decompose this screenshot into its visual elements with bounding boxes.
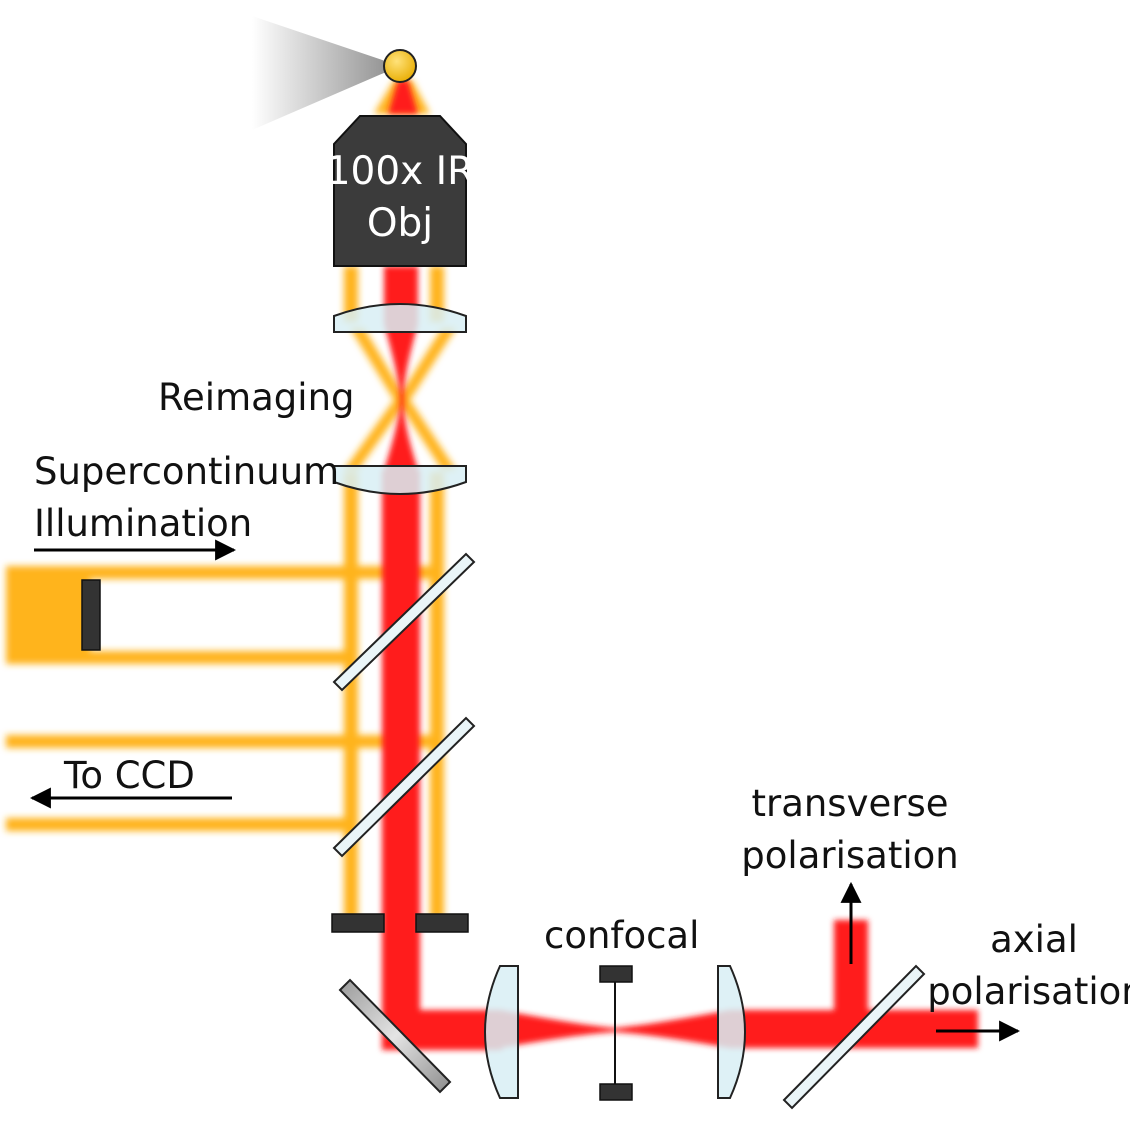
illumination-lower-rail <box>6 651 358 664</box>
reimaging-lens-top <box>333 303 467 333</box>
laser-waist <box>384 324 418 470</box>
reimaging-lens-bottom <box>333 465 467 495</box>
supercontinuum-label: Supercontinuum <box>34 450 339 493</box>
axial-polarisation-label: polarisation <box>927 970 1130 1013</box>
pinhole-bottom <box>599 1083 633 1101</box>
axial-label: axial <box>990 918 1078 961</box>
illumination-left-upper <box>344 266 358 322</box>
fold-mirror <box>338 978 452 1094</box>
illumination-block-right <box>415 913 469 933</box>
illumination-upper-rail <box>6 566 436 579</box>
objective-body <box>333 115 467 267</box>
illumination-label: Illumination <box>34 502 252 545</box>
objective-label-line1: 100x IR <box>326 149 475 194</box>
illumination-left-vertical <box>344 472 358 918</box>
to-ccd-label: To CCD <box>63 754 195 797</box>
ccd-upper-rail <box>6 735 436 748</box>
transverse-label: transverse <box>751 782 948 825</box>
confocal-lens-left <box>484 965 519 1099</box>
beamsplitter-ccd <box>332 716 476 858</box>
laser-focus <box>388 80 418 114</box>
confocal-label: confocal <box>544 914 699 957</box>
scattering-cone <box>252 16 400 130</box>
objective-label-line2: Obj <box>367 201 433 246</box>
illumination-right-vertical <box>430 472 444 918</box>
transverse-polarisation-label: polarisation <box>741 834 958 877</box>
sample-bead <box>383 49 417 83</box>
laser-vertical <box>382 470 420 1030</box>
pinhole-top <box>599 965 633 983</box>
reimaging-label: Reimaging <box>158 376 355 419</box>
confocal-lens-right <box>717 965 746 1099</box>
beamsplitter-illumination <box>332 552 476 692</box>
illumination-block-left <box>331 913 385 933</box>
polarising-beamsplitter <box>782 964 926 1110</box>
ccd-lower-rail <box>6 818 356 831</box>
illumination-source-beam <box>6 566 90 664</box>
illumination-beam-block <box>81 579 101 651</box>
